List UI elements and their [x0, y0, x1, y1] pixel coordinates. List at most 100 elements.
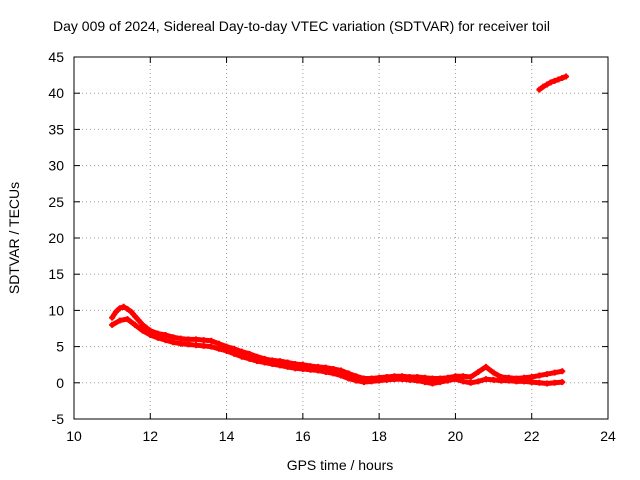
data-point — [429, 380, 436, 387]
data-point — [132, 321, 139, 328]
y-axis-label: SDTVAR / TECUs — [6, 182, 22, 294]
data-point — [139, 327, 146, 334]
data-point — [177, 340, 184, 347]
data-point — [551, 379, 558, 386]
data-point — [498, 377, 505, 384]
data-point — [482, 376, 489, 383]
data-point — [338, 372, 344, 379]
data-point — [551, 369, 558, 376]
data-point — [162, 337, 169, 344]
data-point — [345, 370, 352, 377]
data-point — [490, 369, 497, 376]
data-point — [292, 365, 299, 372]
data-point — [315, 367, 322, 374]
data-point — [543, 380, 550, 387]
data-point — [345, 375, 352, 382]
data-point — [223, 347, 230, 354]
data-point — [254, 358, 261, 365]
data-point — [391, 376, 398, 383]
data-points — [109, 73, 570, 387]
data-point — [505, 377, 512, 384]
data-point — [528, 374, 535, 381]
data-point — [460, 373, 467, 380]
data-point — [513, 378, 520, 385]
data-point — [559, 74, 566, 81]
data-point — [116, 317, 123, 324]
data-point — [353, 377, 360, 384]
data-point — [330, 370, 337, 377]
data-point — [559, 379, 566, 386]
data-point — [109, 314, 116, 321]
data-point — [208, 343, 215, 350]
data-point — [170, 339, 177, 346]
data-point — [109, 321, 116, 328]
data-point — [215, 345, 222, 352]
data-point — [128, 308, 135, 315]
data-point — [360, 379, 367, 386]
data-point — [154, 334, 161, 341]
data-point — [246, 350, 253, 357]
data-point — [193, 342, 200, 349]
data-point — [376, 377, 383, 384]
x-tick-label: 16 — [295, 428, 311, 444]
data-point — [185, 341, 192, 348]
y-tick-label: 30 — [48, 158, 64, 174]
data-point — [563, 73, 570, 80]
x-tick-label: 22 — [524, 428, 540, 444]
data-point — [536, 86, 543, 93]
data-point — [200, 342, 207, 349]
data-point — [540, 83, 547, 90]
data-point — [467, 379, 474, 386]
data-point — [528, 379, 535, 386]
data-point — [547, 79, 554, 86]
data-point — [536, 379, 543, 386]
data-point — [482, 363, 489, 370]
data-point — [135, 317, 142, 324]
data-point — [475, 378, 482, 385]
data-point — [238, 348, 245, 355]
data-point — [269, 360, 276, 367]
y-tick-label: 5 — [56, 339, 64, 355]
data-point — [299, 366, 306, 373]
data-point — [421, 379, 428, 386]
data-point — [162, 332, 169, 339]
data-point — [551, 77, 558, 84]
data-point — [261, 359, 268, 366]
axis-ticks: 10 12 14 16 18 20 22 24 -5 0 5 10 15 20 25 30 35 40 45 — [48, 49, 616, 444]
y-tick-label: 20 — [48, 230, 64, 246]
data-point — [185, 336, 192, 343]
data-point — [112, 308, 119, 315]
y-tick-label: 10 — [48, 302, 64, 318]
x-axis-label: GPS time / hours — [287, 457, 394, 473]
data-point — [170, 334, 177, 341]
data-point — [208, 337, 215, 344]
data-point — [132, 313, 139, 320]
chart-title: Day 009 of 2024, Sidereal Day-to-day VTE… — [53, 18, 550, 34]
data-point — [543, 81, 550, 88]
data-point — [368, 378, 375, 385]
data-point — [231, 350, 238, 357]
data-point — [383, 376, 390, 383]
x-tick-label: 14 — [219, 428, 235, 444]
data-point — [124, 316, 131, 323]
data-point — [475, 368, 482, 375]
data-point — [307, 366, 314, 373]
data-point — [124, 305, 131, 312]
data-point — [467, 374, 474, 381]
data-point — [116, 305, 123, 312]
data-point — [338, 367, 344, 374]
x-tick-label: 24 — [600, 428, 616, 444]
data-point — [147, 332, 154, 339]
data-point — [143, 324, 150, 331]
x-tick-label: 10 — [66, 428, 82, 444]
x-tick-label: 20 — [448, 428, 464, 444]
series-late — [536, 73, 570, 93]
y-tick-label: 35 — [48, 121, 64, 137]
data-point — [406, 376, 413, 383]
data-point — [429, 375, 436, 382]
data-point — [559, 368, 566, 375]
data-point — [177, 335, 184, 342]
y-tick-label: 15 — [48, 266, 64, 282]
data-point — [444, 377, 451, 384]
data-point — [490, 376, 497, 383]
